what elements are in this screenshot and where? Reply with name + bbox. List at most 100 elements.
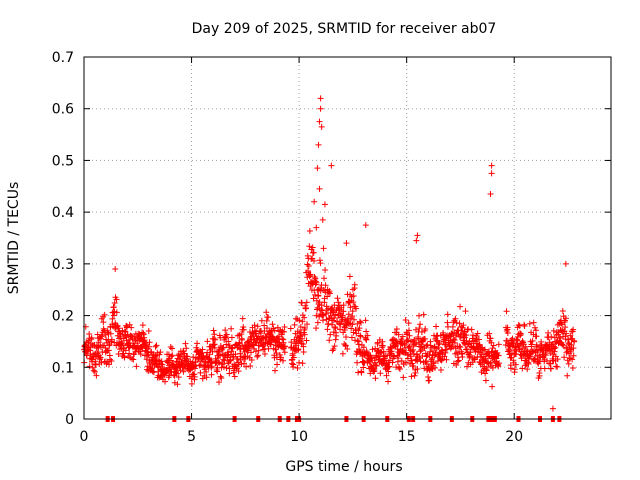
data-point (316, 118, 323, 125)
data-point (315, 141, 322, 148)
data-point (291, 321, 298, 328)
data-point (452, 315, 459, 322)
data-point (347, 304, 354, 311)
data-point (531, 356, 538, 363)
data-point (356, 346, 363, 352)
data-point (360, 344, 367, 351)
data-point (316, 313, 323, 320)
data-point (418, 328, 425, 335)
data-point (435, 341, 442, 348)
data-point (321, 201, 328, 208)
data-point (196, 362, 203, 369)
data-point (301, 331, 308, 338)
data-point (461, 328, 468, 335)
data-point (373, 362, 380, 369)
x-tick-label: 10 (290, 429, 308, 445)
data-point (281, 349, 288, 356)
data-point (405, 337, 412, 344)
data-point (139, 322, 146, 329)
data-point (173, 370, 180, 377)
data-point (146, 343, 153, 350)
data-point (183, 345, 190, 352)
data-point (163, 367, 170, 374)
data-point (524, 366, 531, 373)
data-point (280, 339, 287, 346)
data-point (486, 330, 493, 337)
data-point (305, 263, 312, 269)
data-point (342, 342, 349, 349)
data-point (357, 319, 364, 326)
data-point (515, 321, 522, 328)
data-point (158, 361, 165, 368)
data-point (105, 347, 112, 354)
data-point (107, 356, 114, 363)
data-point (236, 339, 243, 346)
data-point (312, 275, 319, 282)
data-point (337, 321, 344, 328)
data-point (444, 319, 451, 326)
data-point (450, 336, 457, 343)
y-tick-label: 0.6 (52, 102, 74, 118)
data-point (333, 332, 340, 339)
data-point (549, 405, 556, 412)
data-point (443, 356, 450, 363)
chart-title: Day 209 of 2025, SRMTID for receiver ab0… (192, 21, 497, 37)
data-point (422, 326, 429, 333)
data-point (324, 293, 331, 300)
data-point (349, 313, 356, 320)
data-point (562, 324, 569, 331)
data-point (512, 361, 519, 368)
data-point (488, 170, 495, 177)
data-point (324, 326, 331, 333)
data-point (340, 302, 347, 309)
data-point (437, 367, 444, 374)
data-point (307, 271, 314, 278)
data-point (113, 296, 120, 303)
data-point (323, 307, 330, 314)
data-point (459, 353, 466, 360)
data-point (451, 339, 458, 346)
data-point (348, 334, 355, 341)
data-point (227, 357, 234, 364)
data-point (159, 361, 166, 368)
data-point (430, 359, 437, 366)
data-point (295, 346, 302, 353)
data-point (318, 123, 325, 130)
data-point (400, 374, 407, 381)
data-point (118, 339, 125, 346)
data-point (93, 372, 100, 379)
data-point (317, 105, 324, 112)
data-point (449, 323, 456, 330)
data-point (113, 309, 120, 316)
data-point (281, 343, 288, 350)
grid-lines (84, 57, 611, 419)
data-point (456, 343, 463, 350)
data-point (507, 343, 514, 350)
data-point (463, 332, 470, 339)
data-point (169, 345, 176, 352)
data-point (222, 334, 229, 341)
data-point (392, 342, 399, 349)
data-point (348, 325, 355, 332)
data-point (379, 342, 386, 349)
data-point (304, 321, 311, 328)
data-point (142, 339, 149, 346)
data-point (554, 356, 561, 363)
data-point (367, 358, 373, 365)
data-point (413, 351, 420, 358)
data-point (84, 348, 91, 355)
data-point (414, 232, 421, 239)
data-point (456, 320, 463, 327)
data-point (460, 322, 467, 329)
data-point (252, 348, 259, 355)
data-point (152, 343, 159, 350)
data-point (496, 360, 503, 367)
data-point (89, 364, 96, 371)
data-point (301, 314, 308, 321)
data-point (157, 349, 164, 356)
data-point (289, 350, 296, 357)
data-point (317, 260, 324, 267)
data-point (190, 354, 197, 361)
data-point (144, 363, 151, 370)
data-point (306, 227, 313, 234)
